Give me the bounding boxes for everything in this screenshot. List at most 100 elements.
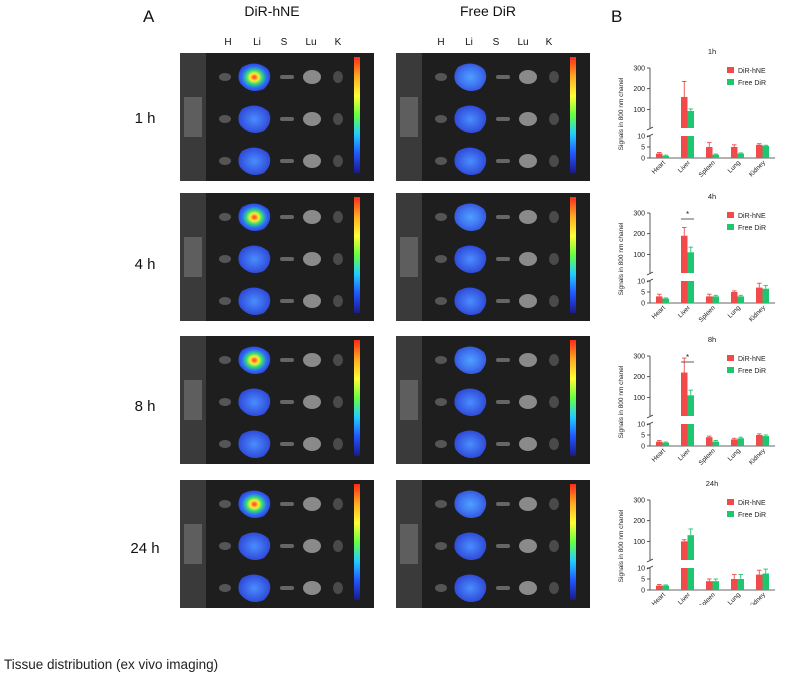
colorbar-tick-label: 0.0300 — [577, 270, 588, 275]
x-tick-label: Liver — [677, 591, 693, 605]
colorbar-tick-label: 0.0700 — [361, 507, 372, 512]
colorbar — [354, 484, 360, 600]
organ-header-k-hne: K — [334, 37, 342, 48]
legend-swatch — [727, 212, 734, 218]
chart-title: 1h — [708, 47, 716, 56]
ex-vivo-image-dir-hne-1h — [180, 53, 374, 181]
colorbar-tick-label: 0.0100 — [361, 438, 372, 443]
legend-swatch — [727, 67, 734, 73]
bar-liver-free-dir-upper — [687, 395, 694, 416]
colorbar-tick-label: 0.0903 — [577, 196, 588, 200]
colorbar-tick-label: 0.0200 — [577, 570, 588, 575]
bar-liver-dir-hne — [681, 136, 688, 158]
x-tick-label: Liver — [677, 304, 693, 320]
y-tick-label: 100 — [633, 252, 645, 259]
y-tick-label: 100 — [633, 539, 645, 546]
bar-spleen-free-dir — [712, 154, 719, 158]
colorbar-tick-label: 0.0200 — [361, 570, 372, 575]
colorbar-tick-label: 0.0600 — [577, 520, 588, 525]
colorbar-tick-label: 0.0700 — [361, 220, 372, 225]
bar-liver-free-dir — [687, 281, 694, 303]
y-axis-label: Signals in 800 nm chanel — [618, 365, 625, 438]
bar-spleen-free-dir — [712, 296, 719, 303]
legend-swatch — [727, 499, 734, 505]
colorbar-tick-label: 0.0400 — [577, 545, 588, 550]
colorbar-tick-label: 0.0903 — [577, 483, 588, 487]
x-tick-label: Heart — [651, 304, 667, 320]
bar-lung-dir-hne — [731, 579, 738, 590]
row-label-4h: 4 h — [134, 256, 156, 273]
organ-header-li-free: Li — [465, 37, 473, 48]
legend-entry: DiR-hNE — [738, 68, 766, 75]
bar-spleen-dir-hne — [706, 581, 713, 590]
colorbar-tick-label: 0.0300 — [577, 413, 588, 418]
y-tick-label: 10 — [637, 134, 645, 141]
colorbar-tick-label: 0.0700 — [577, 220, 588, 225]
bar-heart-free-dir — [662, 585, 669, 590]
colorbar-tick-label: 0.0200 — [361, 426, 372, 431]
colorbar — [570, 340, 576, 456]
bar-liver-dir-hne-upper — [681, 96, 688, 128]
organ-header-lu-hne: Lu — [305, 37, 317, 48]
bar-liver-free-dir — [687, 424, 694, 446]
colorbar-tick-label: 0.0100 — [577, 582, 588, 587]
colorbar-tick-label: 0.0400 — [361, 545, 372, 550]
colorbar-tick-label: 0.0500 — [577, 388, 588, 393]
colorbar-tick-label: 0.0300 — [361, 557, 372, 562]
panel-label-a: A — [143, 7, 155, 26]
x-tick-label: Liver — [677, 159, 693, 175]
x-tick-label: Spleen — [698, 159, 718, 179]
colorbar-tick-label: 0.00700 — [577, 308, 590, 312]
bar-liver-dir-hne — [681, 424, 688, 446]
bar-kidney-dir-hne — [756, 144, 763, 158]
x-tick-label: Spleen — [698, 304, 718, 324]
colorbar-tick-label: 0.0700 — [577, 80, 588, 85]
x-tick-label: Lung — [727, 447, 742, 462]
chart-title: 4h — [708, 192, 716, 201]
colorbar-tick-label: 0.0200 — [361, 143, 372, 148]
y-tick-label: 200 — [633, 518, 645, 525]
bar-kidney-dir-hne — [756, 574, 763, 590]
x-tick-label: Spleen — [698, 447, 718, 467]
colorbar-tick-label: 0.0802 — [361, 68, 372, 73]
legend-entry: Free DiR — [738, 368, 766, 375]
organ-header-li-hne: Li — [253, 37, 261, 48]
y-tick-label: 100 — [633, 395, 645, 402]
y-tick-label: 200 — [633, 231, 645, 238]
legend-entry: Free DiR — [738, 80, 766, 87]
colorbar-tick-label: 0.00700 — [361, 451, 374, 455]
bar-spleen-free-dir — [712, 581, 719, 590]
colorbar-tick-label: 0.0802 — [577, 68, 588, 73]
y-tick-label: 300 — [633, 66, 645, 73]
colorbar-tick-label: 0.0700 — [577, 363, 588, 368]
bar-heart-dir-hne — [656, 153, 663, 158]
axis-break-mark — [646, 414, 654, 419]
bar-lung-free-dir — [737, 579, 744, 590]
y-tick-label: 5 — [641, 577, 645, 584]
colorbar-tick-label: 0.0903 — [361, 339, 372, 343]
colorbar-tick-label: 0.0300 — [577, 130, 588, 135]
bar-lung-dir-hne — [731, 147, 738, 158]
colorbar-tick-label: 0.0100 — [361, 582, 372, 587]
bar-heart-dir-hne — [656, 296, 663, 303]
colorbar-tick-label: 0.0500 — [577, 532, 588, 537]
colorbar — [570, 197, 576, 313]
colorbar-tick-label: 0.0400 — [361, 258, 372, 263]
colorbar-tick-label: 0.0200 — [361, 283, 372, 288]
colorbar-tick-label: 0.0802 — [577, 495, 588, 500]
colorbar — [570, 57, 576, 173]
colorbar-tick-label: 0.0903 — [361, 196, 372, 200]
colorbar-tick-label: 0.0802 — [577, 208, 588, 213]
legend-entry: DiR-hNE — [738, 500, 766, 507]
y-tick-label: 200 — [633, 374, 645, 381]
colorbar-tick-label: 0.0600 — [577, 93, 588, 98]
row-label-24h: 24 h — [130, 540, 160, 557]
row-label-8h: 8 h — [134, 398, 156, 415]
colorbar — [570, 484, 576, 600]
bar-liver-free-dir-upper — [687, 252, 694, 273]
x-tick-label: Kidney — [748, 159, 768, 179]
y-tick-label: 0 — [641, 301, 645, 308]
x-tick-label: Kidney — [748, 447, 768, 467]
colorbar-tick-label: 0.0600 — [361, 93, 372, 98]
x-tick-label: Heart — [651, 591, 667, 605]
